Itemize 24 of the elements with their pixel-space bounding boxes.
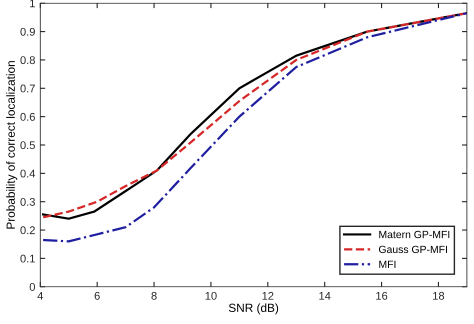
x-tick-label: 4 bbox=[37, 292, 44, 300]
y-tick-label: 0.9 bbox=[20, 28, 35, 36]
x-tick-label: 12 bbox=[262, 292, 274, 300]
y-tick-label: 0.3 bbox=[20, 198, 35, 206]
x-tick-label: 6 bbox=[94, 292, 100, 300]
legend-label: MFI bbox=[379, 260, 396, 268]
x-axis-title: SNR (dB) bbox=[228, 303, 278, 314]
y-tick-label: 0.7 bbox=[20, 84, 35, 92]
legend-label: Gauss GP-MFI bbox=[378, 246, 447, 254]
x-tick-label: 10 bbox=[206, 292, 217, 300]
x-tick-label: 8 bbox=[151, 292, 157, 300]
y-tick-label: 0.4 bbox=[20, 170, 36, 178]
y-tick-label: 0.8 bbox=[20, 56, 35, 64]
y-tick-label: 0.6 bbox=[20, 112, 35, 121]
y-axis-title: Probability of correct localization bbox=[6, 61, 18, 229]
x-tick-label: 14 bbox=[319, 292, 331, 300]
legend-label: Matern GP-MFI bbox=[379, 230, 450, 238]
y-tick-label: 0.2 bbox=[20, 226, 35, 234]
x-tick-label: 16 bbox=[376, 292, 388, 300]
y-tick-label: 0 bbox=[30, 283, 35, 291]
y-tick-label: 0.5 bbox=[20, 141, 35, 150]
y-tick-label: 1 bbox=[30, 0, 35, 8]
x-tick-label: 18 bbox=[433, 292, 444, 300]
y-tick-label: 0.1 bbox=[20, 254, 35, 263]
